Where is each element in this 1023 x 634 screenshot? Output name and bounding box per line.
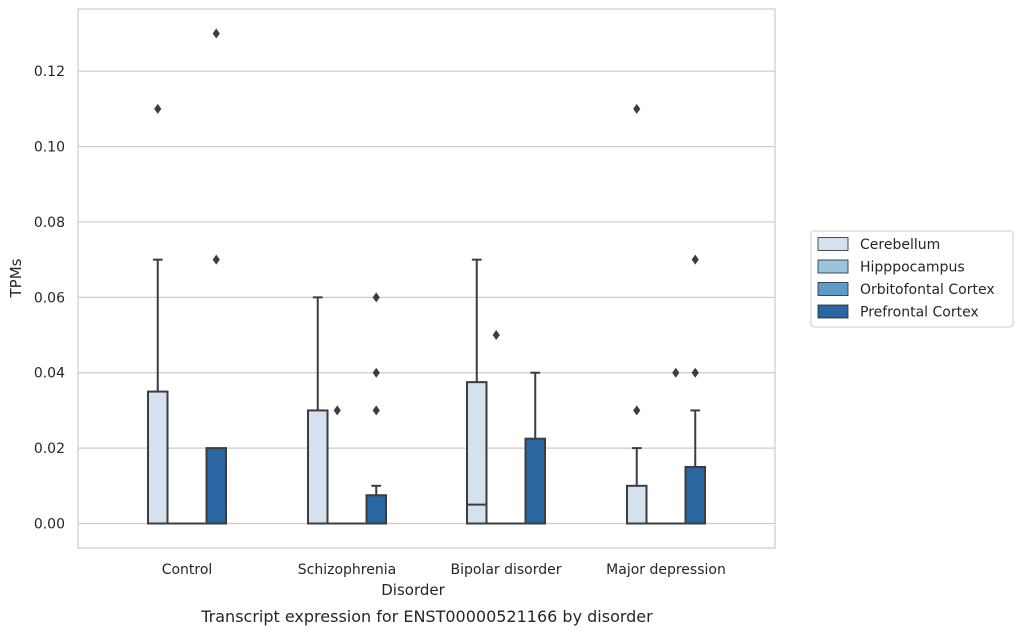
outlier-point <box>212 254 220 265</box>
y-tick-label: 0.10 <box>34 140 65 156</box>
x-tick-label: Schizophrenia <box>298 562 396 578</box>
y-tick-label: 0.06 <box>34 290 65 306</box>
box-group <box>626 103 648 525</box>
legend-label: Orbitofontal Cortex <box>860 282 995 298</box>
boxes <box>147 28 706 525</box>
box-group <box>524 371 546 525</box>
box-rect <box>307 409 329 525</box>
box-rect <box>626 484 648 525</box>
legend-items: Cerebellum Hipppocampus Orbitofontal Corte… <box>817 237 995 321</box>
legend-label: Hipppocampus <box>860 260 965 276</box>
outlier-point <box>691 367 699 378</box>
box-rect <box>147 390 169 525</box>
legend-swatch <box>817 259 849 274</box>
box-group <box>205 28 227 525</box>
outlier-point <box>372 292 380 303</box>
y-axis-title: TPMs <box>7 258 25 298</box>
legend-item: Cerebellum <box>817 237 940 253</box>
y-tick-label: 0.04 <box>34 366 65 382</box>
y-tick-labels: 0.00 0.02 0.04 0.06 0.08 0.10 0.12 <box>34 64 65 532</box>
y-tick-label: 0.02 <box>34 441 65 457</box>
plot-frame <box>77 8 776 549</box>
outlier-point <box>372 367 380 378</box>
plot-area <box>78 9 775 548</box>
outlier-point <box>154 103 162 114</box>
outlier-point <box>333 405 341 416</box>
outlier-point <box>492 330 500 341</box>
outlier-point <box>691 254 699 265</box>
legend-label: Prefrontal Cortex <box>860 305 979 321</box>
grid-lines <box>78 70 775 525</box>
outlier-point <box>372 405 380 416</box>
legend-item: Orbitofontal Cortex <box>817 282 995 298</box>
y-tick-label: 0.12 <box>34 64 65 80</box>
legend-swatch <box>817 237 849 251</box>
outlier-point <box>633 103 641 114</box>
box-rect <box>205 447 227 525</box>
legend: Cerebellum Hipppocampus Orbitofontal Corte… <box>810 230 1014 328</box>
box-group <box>307 296 329 525</box>
legend-swatch <box>817 304 849 319</box>
box-group <box>365 292 387 525</box>
legend-swatch <box>817 282 849 296</box>
y-tick-label: 0.00 <box>34 517 65 533</box>
outlier-point <box>212 28 220 39</box>
box-group <box>684 254 706 525</box>
x-tick-label: Control <box>162 562 213 578</box>
x-tick-labels: Control Schizophrenia Bipolar disorder Majo… <box>162 562 726 578</box>
x-tick-label: Bipolar disorder <box>450 562 561 578</box>
legend-label: Cerebellum <box>860 237 940 253</box>
box-group <box>466 258 488 525</box>
outlier-point <box>672 367 680 378</box>
outlier-point <box>633 405 641 416</box>
box-rect <box>524 437 546 525</box>
box-rect <box>365 494 387 525</box>
x-tick-label: Major depression <box>606 562 726 578</box>
legend-frame <box>810 230 1014 328</box>
box-rect <box>466 381 488 525</box>
x-axis-title: Disorder <box>381 581 445 599</box>
chart-caption: Transcript expression for ENST0000052116… <box>200 607 653 626</box>
y-tick-label: 0.08 <box>34 215 65 231</box>
legend-item: Hipppocampus <box>817 259 965 276</box>
box-rect <box>684 465 706 525</box>
box-group <box>147 103 169 525</box>
legend-item: Prefrontal Cortex <box>817 304 979 321</box>
